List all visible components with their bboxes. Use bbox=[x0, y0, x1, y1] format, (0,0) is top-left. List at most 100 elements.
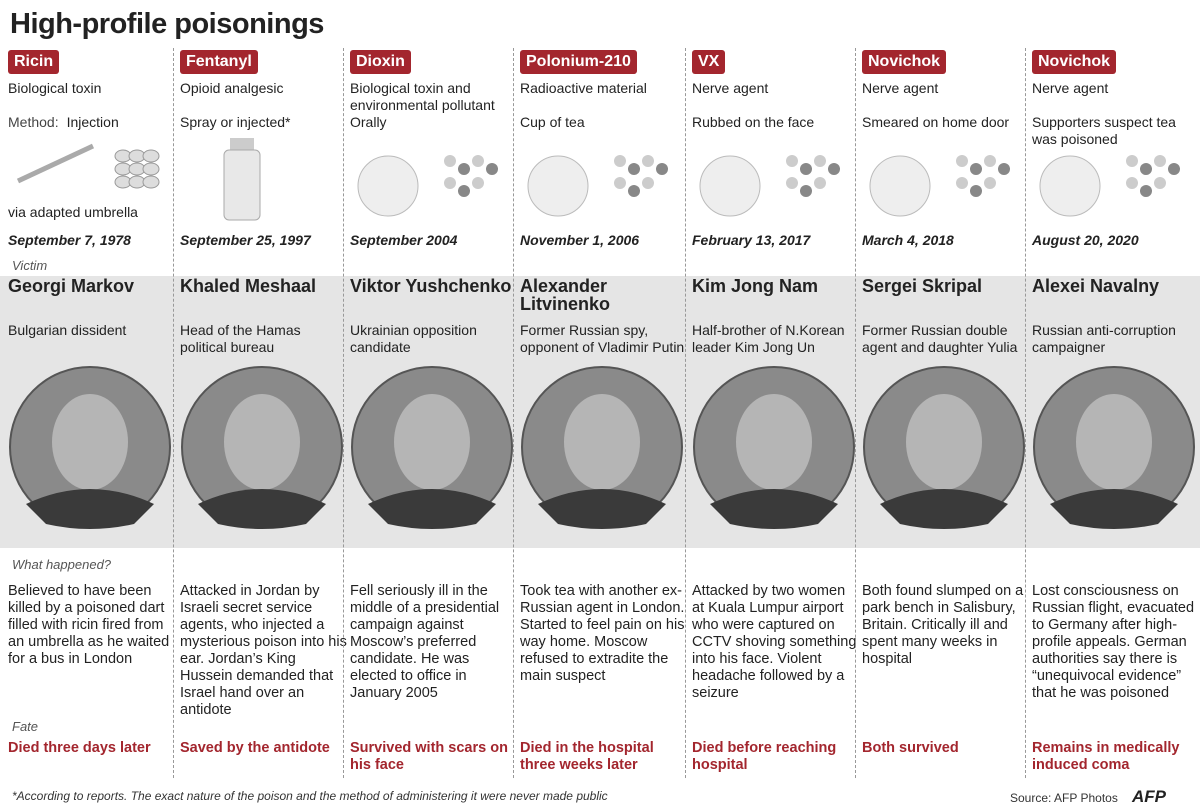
victim-label: Victim bbox=[12, 258, 48, 273]
what-happened: Both found slumped on a park bench in Sa… bbox=[862, 583, 1024, 667]
circle bbox=[628, 163, 640, 175]
column-divider bbox=[173, 48, 174, 778]
victim-description: Head of the Hamas political bureau bbox=[180, 322, 301, 355]
date: August 20, 2020 bbox=[1032, 232, 1139, 248]
circle bbox=[656, 163, 668, 175]
what-happened: Fell seriously ill in the middle of a pr… bbox=[350, 583, 500, 701]
fate: Died before reaching hospital bbox=[692, 740, 837, 773]
victim-photo bbox=[693, 366, 855, 529]
circle bbox=[984, 155, 996, 167]
circle bbox=[1126, 177, 1138, 189]
circle bbox=[458, 185, 470, 197]
victim-description: Bulgarian dissident bbox=[8, 322, 127, 338]
victim-description: Former Russian double agent and daughter… bbox=[862, 322, 1018, 355]
photo-shoulders bbox=[538, 489, 666, 529]
rect bbox=[230, 138, 254, 150]
ellipse bbox=[142, 162, 160, 176]
date: September 7, 1978 bbox=[8, 232, 131, 248]
method-text: Orally bbox=[350, 114, 387, 130]
illustration bbox=[357, 155, 498, 217]
title: High-profile poisonings bbox=[10, 8, 324, 40]
method-label: Method: bbox=[8, 114, 59, 130]
poison-badge: Polonium-210 bbox=[520, 50, 637, 74]
method: Cup of tea bbox=[520, 114, 688, 131]
circle bbox=[956, 177, 968, 189]
date: February 13, 2017 bbox=[692, 232, 811, 248]
illustration bbox=[223, 138, 261, 221]
poison-badge: Ricin bbox=[8, 50, 60, 74]
what-happened: Attacked by two women at Kuala Lumpur ai… bbox=[692, 583, 857, 701]
photo-face bbox=[52, 394, 128, 490]
fate: Saved by the antidote bbox=[180, 740, 330, 756]
method-text: Smeared on home door bbox=[862, 114, 1010, 130]
illustration bbox=[1039, 155, 1180, 217]
poison-type: Biological toxin and environmental pollu… bbox=[350, 80, 495, 113]
date: September 25, 1997 bbox=[180, 232, 311, 248]
circle bbox=[486, 163, 498, 175]
what-happened: Took tea with another ex-Russian agent i… bbox=[520, 583, 685, 684]
victim-description: Former Russian spy, opponent of Vladimir… bbox=[520, 322, 685, 355]
circle bbox=[1140, 185, 1152, 197]
photo-shoulders bbox=[880, 489, 1008, 529]
column: VX Nerve agent Rubbed on the face February … bbox=[692, 0, 860, 780]
victim-name: Khaled Meshaal bbox=[180, 276, 317, 296]
photo-shoulders bbox=[368, 489, 496, 529]
method-text: Supporters suspect tea was poisoned bbox=[1032, 114, 1176, 147]
circle bbox=[786, 177, 798, 189]
circle bbox=[970, 163, 982, 175]
photo-shoulders bbox=[710, 489, 838, 529]
method-text: Rubbed on the face bbox=[692, 114, 815, 130]
column: Fentanyl Opioid analgesic Spray or injecte… bbox=[180, 0, 348, 780]
ellipse bbox=[142, 149, 160, 163]
method: Method: Injection bbox=[8, 114, 176, 131]
fate: Survived with scars on his face bbox=[350, 740, 508, 773]
what-happened: Lost consciousness on Russian flight, ev… bbox=[1032, 583, 1195, 701]
victim-description: Half-brother of N.Korean leader Kim Jong… bbox=[692, 322, 845, 355]
circle bbox=[814, 177, 826, 189]
poison-type: Opioid analgesic bbox=[180, 80, 284, 96]
poison-badge: Fentanyl bbox=[180, 50, 258, 74]
circle bbox=[1039, 155, 1101, 217]
circle bbox=[786, 155, 798, 167]
circle bbox=[444, 177, 456, 189]
method: Orally bbox=[350, 114, 518, 131]
fate: Remains in medically induced coma bbox=[1032, 740, 1180, 773]
victim-name: Viktor Yushchenko bbox=[350, 276, 512, 296]
circle bbox=[869, 155, 931, 217]
victim-name: Alexander Litvinenko bbox=[520, 276, 611, 314]
line bbox=[16, 143, 95, 184]
circle bbox=[472, 155, 484, 167]
victim-photo bbox=[863, 366, 1025, 529]
circle bbox=[642, 155, 654, 167]
poison-badge: VX bbox=[692, 50, 726, 74]
method: Smeared on home door bbox=[862, 114, 1030, 131]
method-text: Injection bbox=[66, 114, 119, 130]
victim-photo bbox=[521, 366, 683, 529]
column: Novichok Nerve agent Smeared on home door M… bbox=[862, 0, 1030, 780]
photo-face bbox=[1076, 394, 1152, 490]
poison-type: Biological toxin bbox=[8, 80, 102, 96]
poison-type: Nerve agent bbox=[1032, 80, 1109, 96]
photo-face bbox=[906, 394, 982, 490]
victim-name: Sergei Skripal bbox=[862, 276, 983, 296]
fate: Died in the hospital three weeks later bbox=[520, 740, 654, 773]
column-divider bbox=[685, 48, 686, 778]
column: Novichok Nerve agent Supporters suspect te… bbox=[1032, 0, 1200, 780]
date: September 2004 bbox=[350, 232, 458, 248]
victim-name: Alexei Navalny bbox=[1032, 276, 1160, 296]
method: Spray or injected* bbox=[180, 114, 348, 131]
circle bbox=[1126, 155, 1138, 167]
circle bbox=[444, 155, 456, 167]
photo-shoulders bbox=[1050, 489, 1178, 529]
column: Ricin Biological toxin Method: Injection via… bbox=[8, 0, 176, 780]
what-happened-label: What happened? bbox=[12, 557, 112, 572]
circle bbox=[642, 177, 654, 189]
column-divider bbox=[855, 48, 856, 778]
what-happened: Believed to have been killed by a poison… bbox=[8, 583, 170, 667]
circle bbox=[628, 185, 640, 197]
circle bbox=[956, 155, 968, 167]
date: November 1, 2006 bbox=[520, 232, 640, 248]
method: Supporters suspect tea was poisoned bbox=[1032, 114, 1200, 148]
victim-name: Georgi Markov bbox=[8, 276, 135, 296]
